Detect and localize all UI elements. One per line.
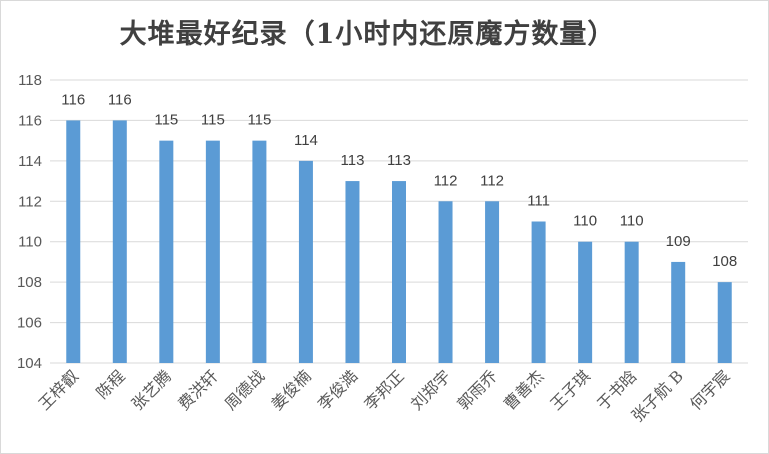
bar	[438, 201, 453, 363]
chart-title: 大堆最好纪录（1小时内还原魔方数量）	[119, 19, 616, 50]
data-label: 112	[480, 172, 504, 189]
x-tick-label: 何宇宸	[686, 366, 733, 413]
x-tick-label: 周德战	[221, 366, 268, 413]
data-label: 113	[341, 152, 365, 169]
x-tick-label: 陈程	[93, 366, 129, 402]
y-tick-label: 106	[17, 315, 42, 332]
y-axis: 104 106 108 110 112 114 116 118	[17, 72, 42, 372]
data-label: 115	[247, 112, 271, 129]
bar	[345, 181, 360, 363]
data-label: 116	[108, 91, 132, 108]
y-tick-label: 108	[17, 274, 42, 291]
x-tick-label: 郭雨乔	[454, 366, 501, 413]
x-axis: 王梓叡 陈程 张艺腾 费洪轩 周德战 姜俊楠 李俊澔 李邦正 刘郑宇 郭雨乔 曹善杰 王子琪 于书晗张子…	[35, 366, 734, 425]
bar	[66, 120, 81, 363]
y-tick-label: 110	[18, 234, 42, 251]
y-tick-label: 114	[18, 153, 42, 170]
bar	[298, 160, 313, 363]
data-label: 115	[201, 112, 225, 129]
x-tick-label: 刘郑宇	[407, 366, 454, 413]
bar	[112, 120, 127, 363]
bar	[159, 140, 174, 363]
x-tick-label: 姜俊楠	[267, 366, 314, 413]
y-tick-label: 118	[18, 72, 42, 89]
bar	[717, 282, 732, 363]
data-label: 113	[387, 152, 411, 169]
x-tick-label: 李俊澔	[314, 366, 361, 413]
bar	[485, 201, 500, 363]
data-label: 110	[620, 213, 644, 230]
x-tick-label: 张子航 B	[628, 366, 687, 425]
data-label: 110	[573, 213, 597, 230]
data-label: 114	[294, 132, 318, 149]
y-tick-label: 104	[17, 355, 42, 372]
x-tick-label: 李邦正	[360, 366, 407, 413]
data-label: 109	[666, 233, 691, 250]
data-label: 111	[527, 193, 550, 210]
x-tick-label: 费洪轩	[174, 366, 221, 413]
bar	[624, 241, 639, 363]
x-tick-label: 张艺腾	[128, 366, 175, 413]
bar	[531, 221, 546, 363]
bar	[671, 261, 686, 363]
bar	[392, 181, 406, 363]
data-label: 115	[154, 112, 178, 129]
data-labels: 116 116 115 115 115 114 113 113 112 112 111 110 110 1…	[61, 91, 737, 270]
x-tick-label: 王子琪	[547, 366, 594, 413]
bar	[578, 241, 593, 363]
x-tick-label: 曹善杰	[500, 366, 547, 413]
bar	[205, 140, 220, 363]
bar	[252, 140, 267, 363]
data-label: 108	[712, 253, 737, 270]
y-tick-label: 112	[18, 193, 42, 210]
bars	[66, 120, 732, 363]
data-label: 112	[434, 172, 458, 189]
x-tick-label: 王梓叡	[35, 366, 82, 413]
data-label: 116	[61, 91, 85, 108]
y-tick-label: 116	[18, 112, 42, 129]
